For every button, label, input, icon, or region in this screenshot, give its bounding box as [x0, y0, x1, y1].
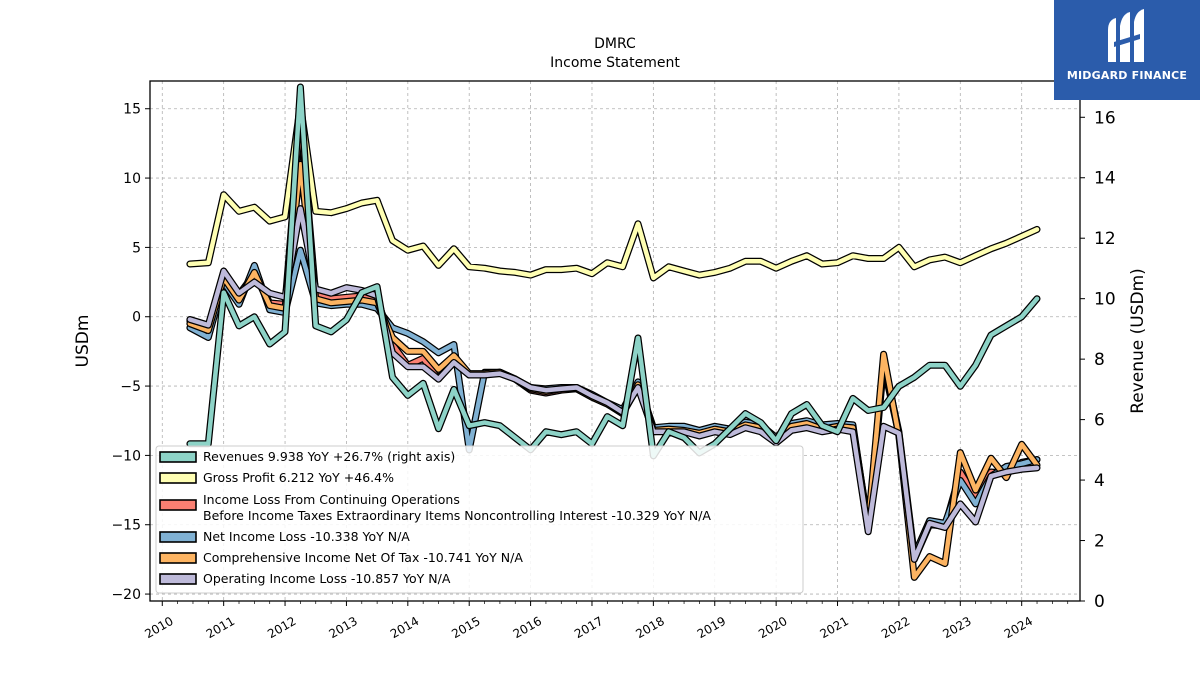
x-tick-label: 2016: [511, 614, 544, 641]
legend-label-2: Income Loss From Continuing Operations Be…: [203, 492, 711, 523]
y2-tick-label: 14: [1094, 169, 1116, 189]
y2-tick-label: 16: [1094, 108, 1116, 128]
legend-label-3: Net Income Loss -10.338 YoY N/A: [203, 529, 410, 544]
legend-swatch-1: [159, 472, 197, 484]
y-axis-left: 15 10 5 0 −5 −10 −15 −20: [111, 102, 150, 603]
x-tick-label: 2021: [818, 614, 851, 641]
x-tick-label: 2017: [572, 614, 605, 641]
x-tick-label: 2019: [695, 614, 728, 641]
y-tick-label: 0: [132, 310, 141, 326]
y2-tick-label: 4: [1094, 471, 1105, 491]
y2-tick-label: 6: [1094, 411, 1105, 431]
x-tick-label: 2015: [449, 614, 482, 641]
x-tick-label: 2012: [265, 614, 298, 641]
x-tick-label: 2020: [756, 614, 789, 641]
y-tick-label: 5: [132, 240, 141, 256]
plot-frame: [149, 80, 1081, 602]
legend-swatch-3: [159, 531, 197, 543]
legend-swatch-0: [159, 451, 197, 463]
legend-swatch-5: [159, 573, 197, 585]
series-outline-0: [186, 101, 1041, 282]
grid: [150, 81, 1080, 601]
y2-axis-label: Revenue (USDm): [1128, 268, 1148, 414]
legend-label-1: Gross Profit 6.212 YoY +46.4%: [203, 470, 394, 485]
legend-swatch-2: [159, 499, 197, 511]
series-line-0: [187, 102, 1040, 281]
y2-tick-label: 10: [1094, 290, 1116, 310]
x-tick-label: 2018: [633, 614, 666, 641]
y-axis-right: 0 2 4 6 8 10 12 14 16: [1080, 108, 1116, 612]
legend-label-5: Operating Income Loss -10.857 YoY N/A: [203, 571, 451, 586]
legend-label-0: Revenues 9.938 YoY +26.7% (right axis): [203, 449, 455, 464]
y-axis-label: USDm: [73, 315, 93, 368]
x-tick-label: 2010: [142, 614, 175, 641]
x-tick-label: 2014: [388, 614, 421, 641]
legend-box: [155, 445, 804, 594]
y-tick-label: 10: [123, 171, 141, 187]
legend-swatch-4: [159, 552, 197, 564]
logo-text: MIDGARD FINANCE: [1066, 69, 1188, 82]
legend: Revenues 9.938 YoY +26.7% (right axis) Gr…: [155, 445, 804, 594]
y-tick-label: −15: [111, 518, 141, 534]
series-line-5: [187, 84, 1040, 459]
midgard-finance-logo: MIDGARD FINANCE: [1054, 0, 1200, 100]
x-axis: 2010 2011 2012 2013 2014 2015 2016 2017 2018 2019…: [142, 601, 1069, 641]
x-tick-label: 2022: [879, 614, 912, 641]
x-tick-label: 2013: [326, 614, 359, 641]
y2-tick-label: 0: [1094, 592, 1105, 612]
x-tick-label: 2011: [204, 614, 237, 641]
chart-title: DMRC: [594, 36, 636, 52]
y-tick-label: 15: [123, 102, 141, 118]
midgard-logo-icon: [1108, 9, 1144, 62]
y2-tick-label: 12: [1094, 229, 1116, 249]
x-tick-label: 2023: [940, 614, 973, 641]
y2-tick-label: 2: [1094, 532, 1105, 552]
y-tick-label: −20: [111, 587, 141, 603]
chart-subtitle: Income Statement: [550, 55, 680, 71]
series-lines: [186, 83, 1041, 581]
y2-tick-label: 8: [1094, 350, 1105, 370]
legend-label-4: Comprehensive Income Net Of Tax -10.741 …: [203, 550, 523, 565]
y-tick-label: −5: [120, 379, 141, 395]
series-line-4: [187, 206, 1040, 562]
x-tick-label: 2024: [1002, 614, 1035, 641]
y-tick-label: −10: [111, 448, 141, 464]
